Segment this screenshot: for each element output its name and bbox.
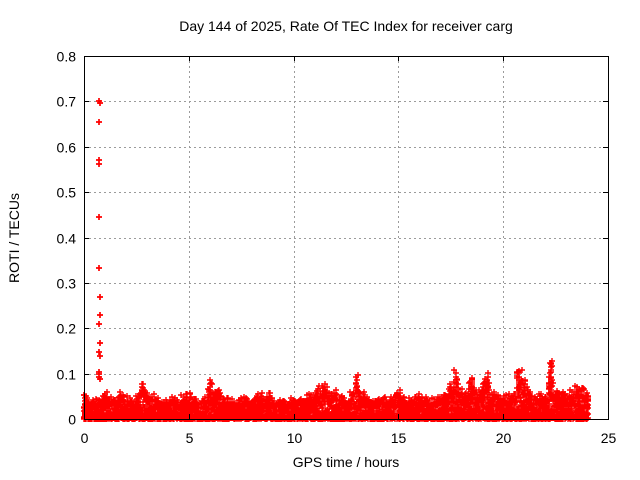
x-tick-label: 5 — [186, 430, 194, 446]
y-tick-label: 0.1 — [57, 367, 77, 383]
x-tick-label: 0 — [81, 430, 89, 446]
y-tick-label: 0.5 — [57, 185, 77, 201]
y-tick-label: 0.2 — [57, 321, 77, 337]
x-tick-label: 25 — [601, 430, 617, 446]
x-tick-label: 10 — [287, 430, 303, 446]
x-axis-label: GPS time / hours — [293, 454, 400, 470]
y-tick-label: 0.7 — [57, 94, 77, 110]
y-tick-labels: 0 0.1 0.2 0.3 0.4 0.5 0.6 0.7 0.8 — [57, 49, 77, 428]
x-tick-labels: 0 5 10 15 20 25 — [81, 430, 617, 446]
y-tick-label: 0.4 — [57, 231, 77, 247]
y-tick-label: 0.3 — [57, 276, 77, 292]
y-axis-label: ROTI / TECUs — [6, 193, 22, 283]
x-tick-label: 20 — [496, 430, 512, 446]
chart-title: Day 144 of 2025, Rate Of TEC Index for r… — [179, 18, 513, 34]
y-tick-label: 0.8 — [57, 49, 77, 65]
x-tick-label: 15 — [391, 430, 407, 446]
axis-ticks — [84, 56, 609, 420]
grid-lines — [84, 56, 608, 419]
y-tick-label: 0 — [68, 412, 76, 428]
y-tick-label: 0.6 — [57, 140, 77, 156]
